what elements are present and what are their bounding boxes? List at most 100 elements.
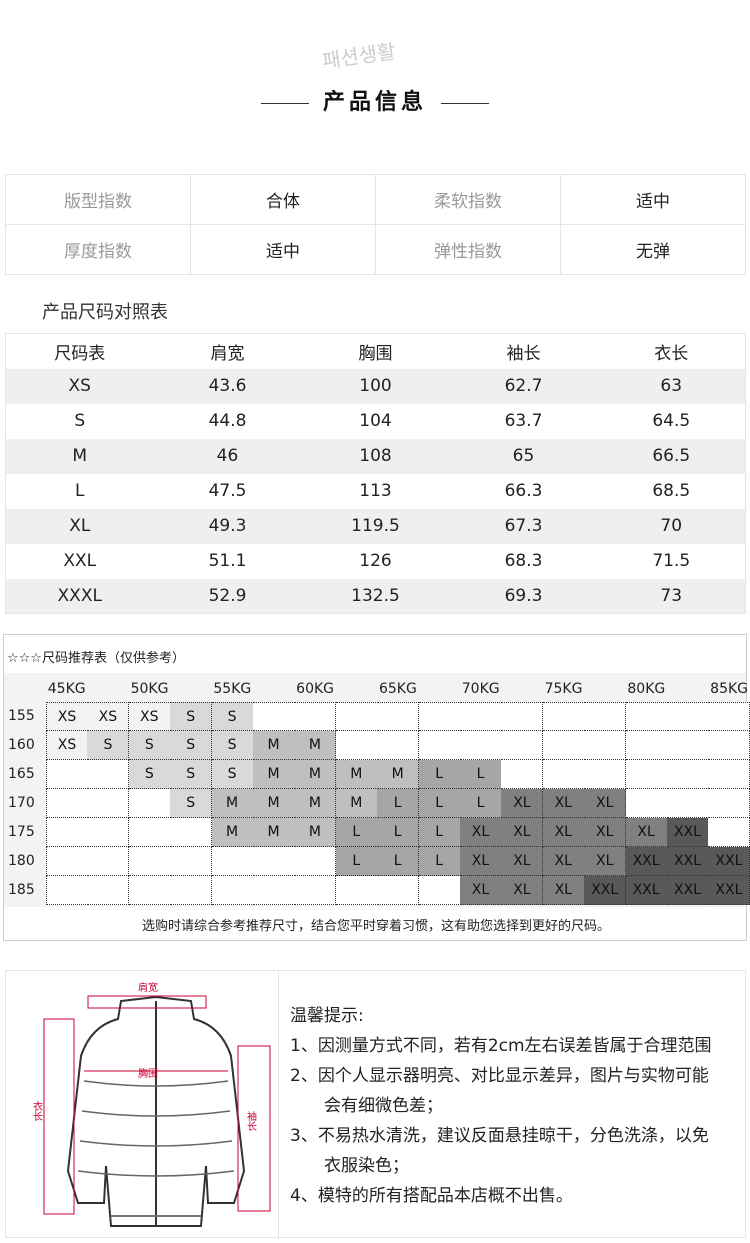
weight-label: 80KG [627,681,666,697]
attribute-value: 无弹 [560,224,746,275]
weight-label: 75KG [544,681,583,697]
size-cell [87,760,130,789]
size-cell [253,702,295,731]
size-cell: XL [584,818,627,847]
table-row: XXL 51.1 126 68.3 71.5 [6,544,746,579]
table-row: M 46 108 65 66.5 [5,438,746,474]
size-cell [667,702,709,731]
size-cell: L [377,789,420,818]
size-cell: M [335,760,378,789]
tip-line: 3、不易热水清洗，建议反面悬挂晾干，分色洗涤，以免 [290,1126,709,1146]
size-cell [87,847,130,876]
attribute-value: 合体 [190,174,376,225]
size-cell: XL [460,818,502,847]
tips-title: 温馨提示: [290,1006,364,1026]
table-cell: 113 [359,481,392,501]
table-cell: 69.3 [449,578,598,614]
size-cell [708,760,750,789]
size-cell: S [211,731,254,760]
table-cell: L [75,481,85,501]
size-cell [46,789,88,818]
table-row: L 47.5 113 66.3 68.5 [6,474,746,509]
table-cell: 132.5 [301,578,450,614]
size-cell: L [460,760,502,789]
size-cell [418,731,461,760]
size-cell [418,702,461,731]
size-cell [87,789,130,818]
size-cell: L [377,818,420,847]
size-cell [418,876,461,905]
table-cell: 71.5 [652,551,691,571]
size-cell [335,876,378,905]
table-cell: 43.6 [153,368,302,404]
size-cell: XXL [667,876,709,905]
attribute-name: 柔软指数 [375,174,561,225]
size-cell: S [170,731,213,760]
size-cell [377,702,420,731]
table-cell: 100 [301,368,450,404]
size-cell [625,789,668,818]
attribute-row: 版型指数 合体 柔软指数 适中 [5,174,746,225]
tips-panel: 肩宽 胸围 衣长 袖长 温馨提示: 1、因测量方式不同，若有2cm左右误差皆属于… [5,970,746,1239]
size-cell: XXL [584,876,627,905]
size-cell [335,702,378,731]
size-cell: S [170,760,213,789]
size-cell [128,847,171,876]
weight-label: 60KG [296,681,335,697]
size-cell: M [253,818,295,847]
size-cell: L [418,847,461,876]
table-cell: 51.1 [208,551,247,571]
size-cell [211,847,254,876]
table-cell: 袖长 [506,343,541,364]
size-cell [542,760,585,789]
size-cell: XL [542,818,585,847]
table-cell: 62.7 [449,368,598,404]
table-cell: 119.5 [301,508,450,544]
table-cell: 68.5 [652,481,691,501]
size-cell [46,818,88,847]
size-cell: XXL [708,876,750,905]
table-cell: 44.8 [208,411,247,431]
table-cell: 64.5 [652,411,691,431]
size-cell [170,876,213,905]
jacket-measurement-diagram: 肩宽 胸围 衣长 袖长 [31,981,271,1227]
size-cell: XL [460,847,502,876]
divider [278,971,279,1239]
size-cell [253,847,295,876]
size-cell: XL [501,789,544,818]
size-cell [667,760,709,789]
table-cell: 46 [153,438,302,474]
table-cell: 65 [449,438,598,474]
size-cell: L [418,760,461,789]
size-cell: S [211,702,254,731]
height-label: 175 [8,824,35,840]
attribute-table: 版型指数 合体 柔软指数 适中 厚度指数 适中 弹性指数 无弹 [5,174,746,275]
table-cell: 68.3 [504,551,543,571]
attribute-name: 弹性指数 [375,224,561,275]
recommendation-grid: 45KG 50KG 55KG 60KG 65KG 70KG 75KG 80KG 85KG 155 X… [4,673,750,907]
size-cell [294,702,337,731]
weight-label: 55KG [213,681,252,697]
size-cell [460,702,502,731]
size-table-title: 产品尺码对照表 [42,302,168,323]
size-cell: XL [542,847,585,876]
size-cell [128,876,171,905]
size-cell [708,789,750,818]
size-cell: XL [584,847,627,876]
size-cell: S [170,702,213,731]
table-cell: 胸围 [358,343,393,364]
attribute-row: 厚度指数 适中 弹性指数 无弹 [5,224,746,275]
attribute-name: 版型指数 [5,174,191,225]
table-cell: 肩宽 [210,343,245,364]
divider [260,102,309,104]
height-label: 170 [8,795,35,811]
size-cell [46,760,88,789]
table-cell: 73 [597,578,746,614]
shoulder-label: 肩宽 [138,981,158,994]
size-cell: XXL [667,818,709,847]
size-cell: XL [542,876,585,905]
size-cell [667,789,709,818]
table-cell: 52.9 [153,578,302,614]
size-cell [294,847,337,876]
size-cell [501,760,544,789]
